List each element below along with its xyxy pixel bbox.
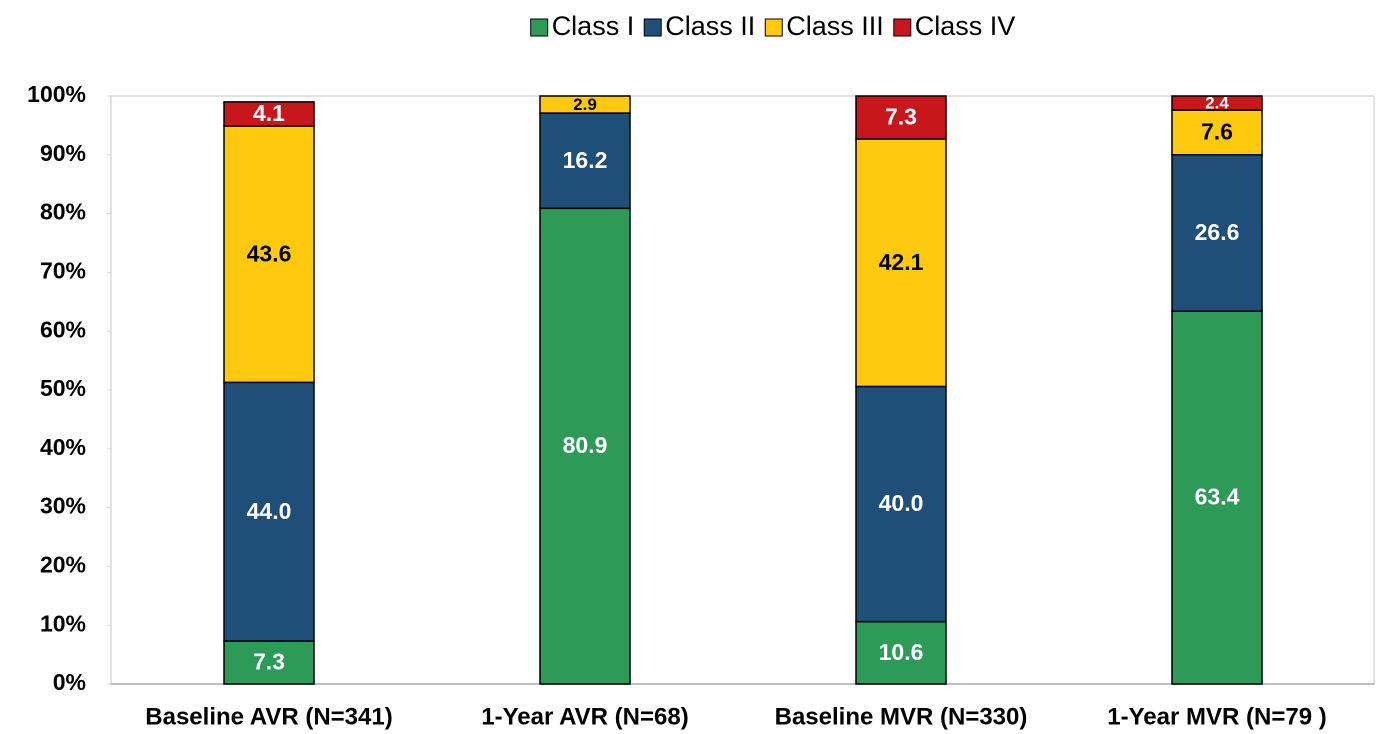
bar-segment [1171,95,1263,111]
x-tick-label: 1-Year MVR (N=79 ) [1107,703,1326,730]
legend-label: Class I [552,11,635,41]
bar-segment [855,95,947,140]
x-tick-label: Baseline AVR (N=341) [145,703,392,730]
y-tick-label: 20% [40,551,86,577]
y-tick-label: 90% [40,140,86,166]
data-label: 42.1 [879,249,924,275]
data-label: 2.9 [573,95,597,114]
bar-segment [1171,310,1263,685]
bar-segment [539,95,631,114]
y-tick-label: 100% [27,81,86,107]
legend-label: Class IV [915,11,1016,41]
y-tick-label: 50% [40,375,86,401]
legend-swatch [764,18,783,37]
data-label: 44.0 [247,498,292,524]
y-tick-label: 0% [53,669,86,695]
bar-segment [223,640,315,685]
data-label: 10.6 [879,639,924,665]
x-tick-label: Baseline MVR (N=330) [775,703,1028,730]
data-label: 63.4 [1195,484,1240,510]
y-tick-label: 60% [40,316,86,342]
legend-swatch [530,18,549,37]
bar-segment [1171,154,1263,312]
bar-segment [855,620,947,685]
y-tick-label: 70% [40,257,86,283]
data-label: 4.1 [253,100,285,126]
data-label: 7.3 [885,104,917,130]
y-tick-label: 80% [40,199,86,225]
bar-segment [539,207,631,685]
data-label: 26.6 [1195,219,1240,245]
data-label: 43.6 [247,240,292,266]
data-label: 16.2 [563,147,608,173]
legend-label: Class III [786,11,884,41]
y-tick-label: 10% [40,610,86,636]
bar-segment [223,125,315,384]
legend-swatch [643,18,662,37]
data-label: 7.6 [1201,119,1233,145]
bar-segment [855,138,947,388]
y-tick-label: 30% [40,493,86,519]
x-tick-label: 1-Year AVR (N=68) [481,703,688,730]
bar-segment [1171,109,1263,156]
data-label: 40.0 [879,490,924,516]
y-tick-label: 40% [40,434,86,460]
legend-swatch [893,18,912,37]
legend-label: Class II [665,11,755,41]
data-label: 80.9 [563,432,608,458]
bar-segment [223,381,315,642]
data-label: 7.3 [253,649,285,675]
bar-segment [223,101,315,127]
data-label: 2.4 [1205,94,1229,113]
